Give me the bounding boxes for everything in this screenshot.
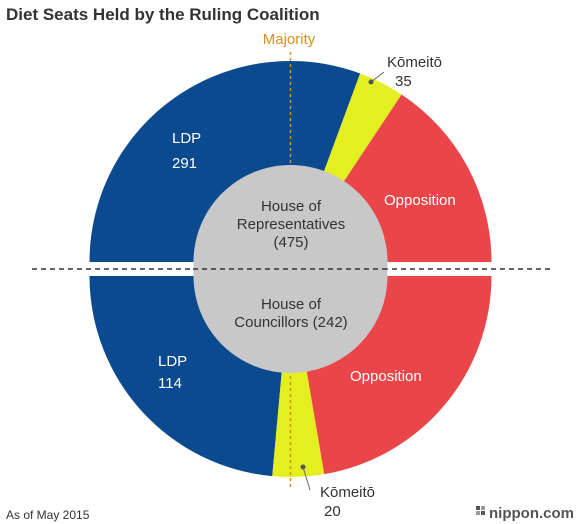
representatives-ldp-label: LDP [172,130,201,147]
representatives-komeito-leader-dot [368,79,374,85]
chart-title: Diet Seats Held by the Ruling Coalition [6,5,320,24]
brand-dot-icon [481,506,485,510]
councillors-slice-komeito [272,276,325,477]
councillors-center-line-1: House of [261,296,322,313]
councillors-komeito-value: 20 [324,503,341,520]
brand-logo: nippon.com [476,505,574,522]
representatives-ldp-value: 291 [172,155,197,172]
representatives-center-line-3: (475) [273,234,308,251]
brand-dot-icon [476,506,480,510]
brand-name: nippon.com [489,505,574,522]
councillors-komeito-leader-dot [300,464,306,470]
councillors-ldp-value: 114 [158,375,182,392]
councillors-komeito-label: Kōmeitō [320,484,375,501]
majority-label: Majority [263,31,316,48]
brand-dot-icon [481,511,485,515]
councillors-komeito-leader [302,466,311,491]
representatives-komeito-value: 35 [395,73,412,90]
brand-dot-icon [476,511,480,515]
representatives-komeito-label: Kōmeitō [387,54,442,71]
footnote: As of May 2015 [6,508,90,522]
representatives-opposition-label: Opposition [384,192,456,209]
councillors-opposition-label: Opposition [350,368,422,385]
representatives-komeito-leader [370,71,385,83]
representatives-center-line-1: House of [261,198,322,215]
councillors-center-line-2: Councillors (242) [234,314,347,331]
councillors-ldp-label: LDP [158,353,187,370]
representatives-center-line-2: Representatives [237,216,345,233]
center-disc-councillors [193,179,388,373]
